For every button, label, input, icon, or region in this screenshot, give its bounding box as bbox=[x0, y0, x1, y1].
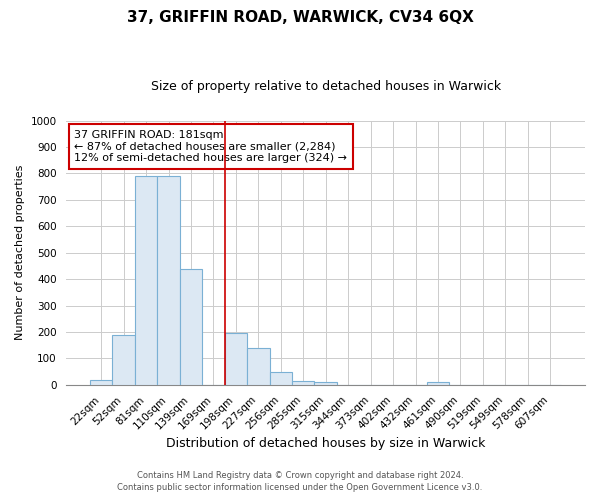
Bar bbox=[247, 348, 269, 385]
Bar bbox=[224, 333, 247, 385]
Title: Size of property relative to detached houses in Warwick: Size of property relative to detached ho… bbox=[151, 80, 501, 93]
Bar bbox=[157, 176, 180, 385]
Bar bbox=[314, 382, 337, 385]
Bar bbox=[180, 268, 202, 385]
Bar bbox=[90, 380, 112, 385]
Bar bbox=[292, 381, 314, 385]
Bar bbox=[135, 176, 157, 385]
Text: Contains HM Land Registry data © Crown copyright and database right 2024.
Contai: Contains HM Land Registry data © Crown c… bbox=[118, 471, 482, 492]
Bar bbox=[427, 382, 449, 385]
Bar bbox=[269, 372, 292, 385]
Text: 37 GRIFFIN ROAD: 181sqm
← 87% of detached houses are smaller (2,284)
12% of semi: 37 GRIFFIN ROAD: 181sqm ← 87% of detache… bbox=[74, 130, 347, 163]
X-axis label: Distribution of detached houses by size in Warwick: Distribution of detached houses by size … bbox=[166, 437, 485, 450]
Y-axis label: Number of detached properties: Number of detached properties bbox=[15, 165, 25, 340]
Bar bbox=[112, 334, 135, 385]
Text: 37, GRIFFIN ROAD, WARWICK, CV34 6QX: 37, GRIFFIN ROAD, WARWICK, CV34 6QX bbox=[127, 10, 473, 25]
